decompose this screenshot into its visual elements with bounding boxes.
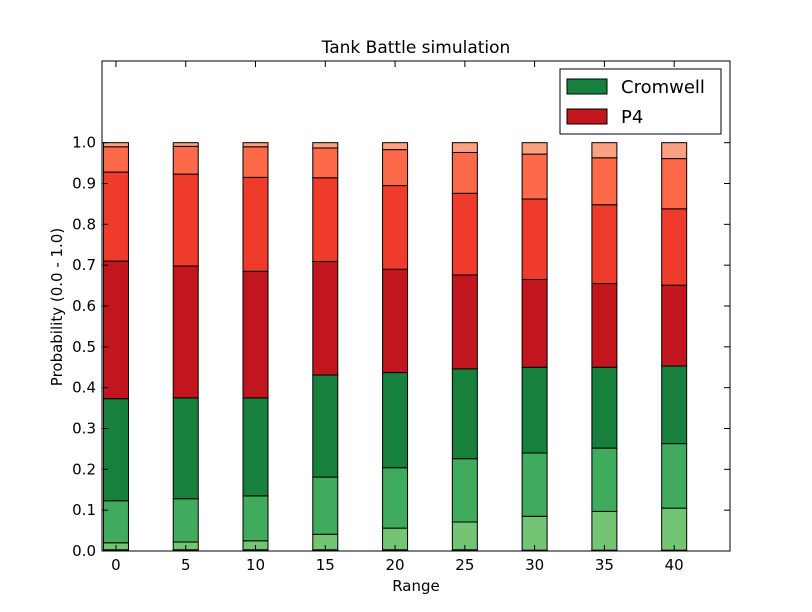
y-tick-label: 0.4 [72, 379, 96, 397]
y-axis-label: Probability (0.0 - 1.0) [48, 228, 66, 386]
bar-segment-x15-s6 [312, 147, 339, 179]
bar-segment-x15-s7 [312, 142, 339, 149]
x-tick-label: 30 [525, 556, 544, 574]
x-tick-label: 15 [316, 556, 335, 574]
bar-segment-x20-s3 [382, 372, 409, 469]
x-tick-label: 0 [111, 556, 121, 574]
bar-segment-x25-s2 [451, 458, 478, 523]
bar-segment-x35-s3 [591, 366, 618, 449]
bar-segment-x0-s5 [102, 171, 129, 262]
bar-segment-x5-s5 [172, 173, 199, 267]
bar-segment-x20-s6 [382, 149, 409, 187]
bar-segment-x20-s7 [382, 142, 409, 151]
x-tick-label: 5 [181, 556, 191, 574]
x-axis-label: Range [392, 577, 440, 595]
x-tick-label: 35 [595, 556, 614, 574]
bar-segment-x10-s7 [242, 142, 269, 148]
chart-title: Tank Battle simulation [321, 38, 511, 58]
legend-swatch-p4 [566, 108, 608, 125]
bar-segment-x5-s3 [172, 397, 199, 500]
bar-segment-x5-s6 [172, 145, 199, 175]
bar-segment-x10-s2 [242, 495, 269, 542]
legend: Cromwell P4 [559, 68, 722, 135]
ticks-layer: 0.0 0.1 0.2 0.3 0.4 0.5 0.6 0.7 0.8 0.9 1.0 0 5 10 15 2… [72, 61, 730, 574]
bar-segment-x35-s5 [591, 204, 618, 285]
bar-segment-x25-s3 [451, 368, 478, 460]
bar-segment-x35-s2 [591, 447, 618, 512]
x-tick-label: 20 [386, 556, 405, 574]
y-tick-label: 1.0 [72, 134, 96, 152]
bar-segment-x35-s1 [591, 510, 618, 551]
bar-segment-x25-s7 [451, 142, 478, 153]
bar-segment-x20-s5 [382, 185, 409, 270]
bar-segment-x30-s1 [521, 515, 548, 551]
bars-layer [102, 142, 688, 552]
bar-segment-x10-s4 [242, 270, 269, 399]
bar-segment-x15-s2 [312, 476, 339, 535]
bar-segment-x5-s2 [172, 498, 199, 543]
bar-segment-x30-s3 [521, 366, 548, 454]
bar-segment-x40-s2 [661, 443, 688, 509]
bar-segment-x0-s2 [102, 500, 129, 544]
y-tick-label: 0.7 [72, 256, 96, 274]
bar-segment-x25-s4 [451, 274, 478, 370]
bar-segment-x30-s6 [521, 153, 548, 200]
y-tick-label: 0.8 [72, 215, 96, 233]
bar-segment-x35-s4 [591, 283, 618, 368]
y-tick-label: 0.3 [72, 420, 96, 438]
y-tick-label: 0.1 [72, 501, 96, 519]
y-tick-label: 0.2 [72, 460, 96, 478]
bar-segment-x40-s6 [661, 158, 688, 210]
bar-segment-x40-s4 [661, 284, 688, 367]
bar-segment-x15-s5 [312, 177, 339, 262]
legend-label-cromwell: Cromwell [621, 77, 705, 98]
bar-segment-x0-s3 [102, 398, 129, 502]
legend-swatch-cromwell [566, 78, 608, 95]
y-tick-label: 0.6 [72, 297, 96, 315]
bar-segment-x15-s3 [312, 374, 339, 478]
plot-frame [101, 60, 731, 552]
bar-segment-x15-s4 [312, 260, 339, 376]
bar-segment-x35-s6 [591, 157, 618, 206]
bar-segment-x30-s5 [521, 198, 548, 280]
legend-label-p4: P4 [621, 107, 643, 128]
bar-segment-x25-s5 [451, 192, 478, 276]
bar-segment-x30-s2 [521, 452, 548, 517]
bar-segment-x10-s6 [242, 146, 269, 178]
bar-segment-x20-s2 [382, 467, 409, 529]
bar-segment-x35-s7 [591, 142, 618, 159]
bar-segment-x5-s4 [172, 265, 199, 399]
bar-segment-x30-s4 [521, 278, 548, 368]
bar-segment-x30-s7 [521, 142, 548, 155]
bar-segment-x20-s4 [382, 268, 409, 374]
bar-segment-x0-s7 [102, 142, 129, 148]
x-tick-label: 10 [246, 556, 265, 574]
bar-segment-x10-s5 [242, 176, 269, 272]
bar-segment-x40-s7 [661, 142, 688, 160]
bar-segment-x40-s1 [661, 507, 688, 551]
y-tick-label: 0.5 [72, 338, 96, 356]
bar-segment-x5-s7 [172, 142, 199, 147]
bar-segment-x10-s3 [242, 397, 269, 497]
y-tick-label: 0.0 [72, 542, 96, 560]
bar-segment-x40-s5 [661, 208, 688, 286]
x-tick-label: 25 [455, 556, 474, 574]
bar-segment-x0-s6 [102, 146, 129, 173]
bar-segment-x25-s6 [451, 151, 478, 194]
bar-segment-x40-s3 [661, 365, 688, 445]
x-tick-label: 40 [665, 556, 684, 574]
y-tick-label: 0.9 [72, 175, 96, 193]
bar-segment-x0-s4 [102, 260, 129, 400]
